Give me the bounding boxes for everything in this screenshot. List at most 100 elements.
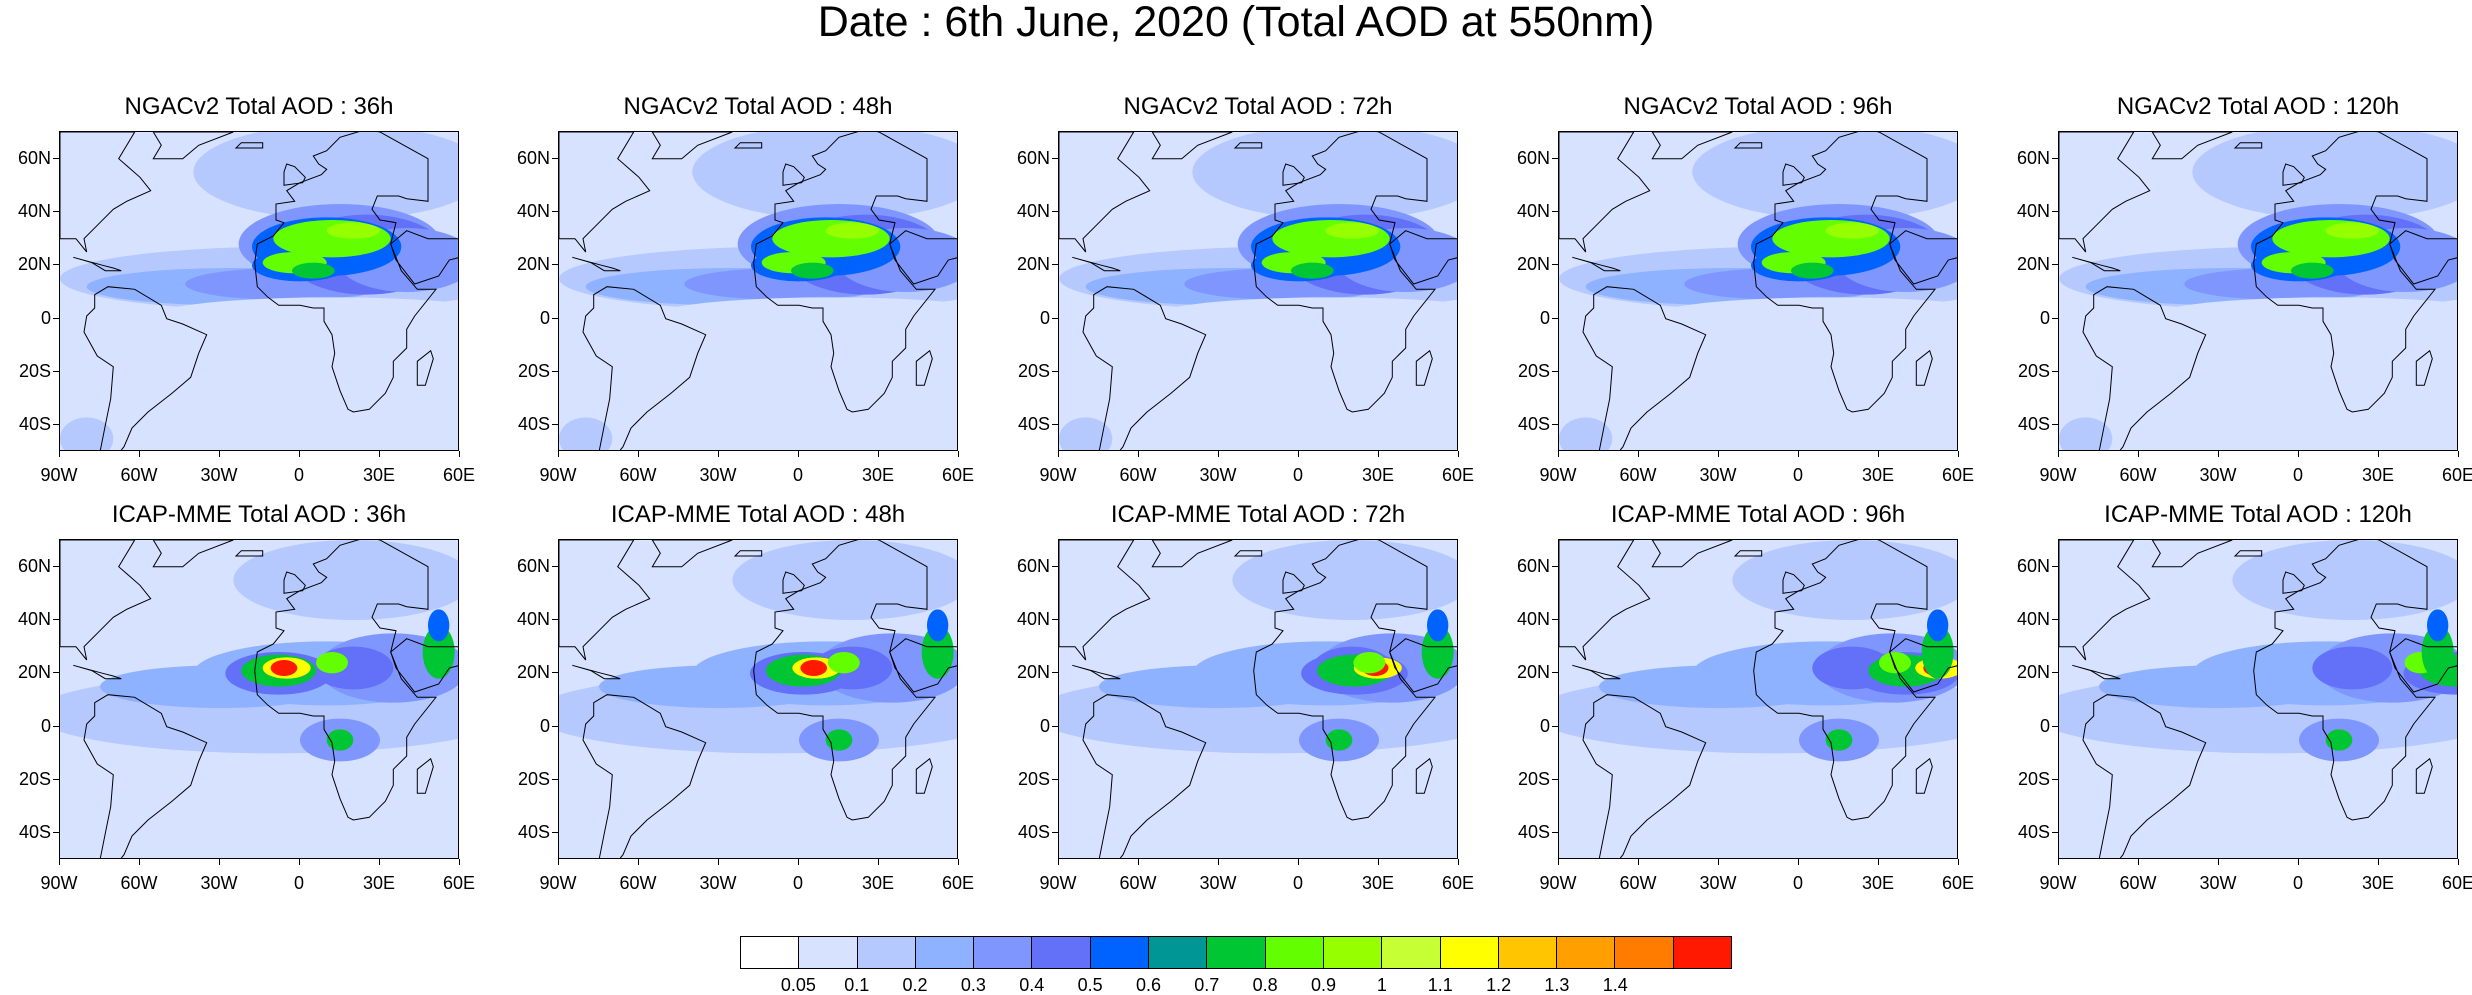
aod-contour	[316, 652, 348, 674]
coastlines	[559, 132, 957, 450]
x-tick-label: 60E	[2441, 873, 2472, 893]
colorbar-box	[741, 937, 800, 968]
coastline	[1733, 142, 1763, 149]
colorbar-box	[1498, 937, 1558, 968]
coastline	[73, 664, 122, 680]
coastline	[1582, 286, 1707, 450]
x-tick	[1958, 451, 1959, 457]
x-tick-label: 60E	[442, 873, 476, 893]
coastlines	[1559, 132, 1957, 450]
aod-contour	[2421, 625, 2454, 679]
aod-contour	[2325, 729, 2353, 751]
y-tick-label: 0	[539, 715, 550, 736]
colorbar-label: 0.9	[1311, 975, 1337, 995]
map-panel: NGACv2 Total AOD : 120h 60N 40N 20N 0 20S 40S 9…	[2017, 93, 2472, 485]
aod-contour	[1791, 262, 1834, 279]
coastline	[1889, 230, 1957, 285]
coastline	[2072, 256, 2121, 272]
x-tick-label: 60W	[1619, 465, 1657, 485]
aod-contour	[1921, 625, 1954, 679]
y-tick-label: 60N	[1016, 147, 1050, 168]
x-tick	[379, 859, 380, 865]
aod-map	[1558, 539, 1958, 859]
x-tick-label: 60W	[619, 465, 657, 485]
x-tick-label: 90W	[40, 873, 78, 893]
x-tick-label: 90W	[1039, 873, 1077, 893]
x-tick-label: 0	[792, 873, 804, 893]
colorbar-label: 0.7	[1194, 975, 1220, 995]
coastlines	[2059, 540, 2457, 858]
aod-contour	[326, 222, 381, 239]
aod-contour	[2245, 761, 2457, 842]
x-tick	[1058, 451, 1059, 457]
aod-contour	[326, 729, 354, 751]
aod-map	[558, 539, 958, 859]
coastline	[1559, 132, 1651, 253]
y-tick-label: 60N	[17, 147, 51, 168]
colorbar-box	[1382, 937, 1441, 968]
aod-map	[2058, 539, 2458, 859]
y-tick	[552, 317, 558, 319]
y-tick-label: 40S	[1017, 414, 1050, 435]
x-tick-label: 30W	[200, 873, 238, 893]
y-tick	[1052, 371, 1058, 372]
coastline	[2389, 638, 2457, 693]
x-tick-label: 30W	[1199, 465, 1237, 485]
x-tick	[379, 451, 380, 457]
y-tick	[53, 565, 59, 567]
figure-title: Date : 6th June, 2020 (Total AOD at 550n…	[817, 0, 1655, 46]
y-tick-label: 0	[1039, 715, 1050, 736]
x-tick	[1378, 859, 1379, 865]
aod-contour	[1325, 729, 1353, 751]
y-tick	[1052, 424, 1058, 426]
x-tick-label: 60E	[1941, 465, 1975, 485]
panel-title: NGACv2 Total AOD : 96h	[1623, 93, 1893, 120]
y-tick-label: 40S	[18, 414, 51, 435]
aod-contour	[428, 609, 450, 642]
x-tick-label: 0	[1792, 873, 1804, 893]
y-tick	[53, 672, 59, 674]
coastline	[254, 540, 438, 821]
x-tick-label: 0	[792, 465, 804, 485]
x-tick-label: 30W	[200, 465, 238, 485]
x-tick-label: 30W	[1199, 873, 1237, 893]
x-tick-label: 0	[1292, 873, 1304, 893]
coastline	[1389, 638, 1457, 693]
y-tick	[2052, 832, 2058, 834]
y-tick	[1052, 317, 1058, 319]
y-tick	[1052, 672, 1058, 674]
y-tick	[1052, 211, 1058, 212]
aod-contour	[1732, 540, 1957, 620]
x-tick	[558, 451, 559, 457]
coastline	[559, 540, 651, 661]
x-tick-label: 30E	[2361, 465, 2395, 485]
aod-contour	[1291, 262, 1334, 279]
y-tick-label: 40N	[516, 609, 550, 629]
coastline	[2233, 550, 2263, 557]
colorbar-label: 1.3	[1544, 975, 1570, 995]
x-tick-label: 90W	[1539, 873, 1577, 893]
x-tick-label: 90W	[539, 873, 577, 893]
coastline	[234, 550, 264, 557]
y-tick	[2052, 157, 2058, 159]
y-tick-label: 60N	[516, 147, 550, 168]
aod-contours	[2059, 540, 2457, 842]
coastline	[1282, 163, 1305, 186]
x-tick	[638, 451, 639, 457]
aod-contour	[2427, 609, 2449, 642]
x-tick-label: 90W	[2039, 465, 2077, 485]
aod-contour	[827, 652, 860, 674]
x-tick	[1718, 451, 1719, 457]
coastline	[83, 286, 208, 450]
y-tick-label: 20N	[1016, 662, 1050, 683]
y-tick-label: 40S	[1017, 822, 1050, 843]
aod-field-svg	[1059, 132, 1457, 450]
y-tick	[1052, 264, 1058, 266]
y-tick	[53, 619, 59, 620]
y-tick	[53, 211, 59, 212]
y-tick-label: 40S	[18, 822, 51, 843]
x-tick-label: 60W	[619, 873, 657, 893]
x-tick-label: 60W	[2119, 873, 2157, 893]
colorbar-label: 0.6	[1135, 975, 1161, 995]
y-tick	[1552, 264, 1558, 266]
